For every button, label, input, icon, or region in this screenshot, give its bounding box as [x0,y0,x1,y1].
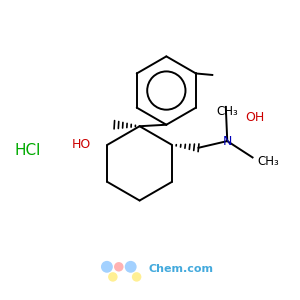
Text: Chem.com: Chem.com [148,264,214,274]
Text: N: N [223,135,232,148]
Text: OH: OH [245,111,264,124]
Circle shape [114,262,124,272]
Circle shape [101,261,113,273]
Circle shape [125,261,136,273]
Text: HCl: HCl [15,142,41,158]
Text: CH₃: CH₃ [257,155,279,168]
Text: CH₃: CH₃ [216,105,238,119]
Circle shape [108,272,118,282]
Circle shape [132,272,141,282]
Text: HO: HO [71,138,91,151]
